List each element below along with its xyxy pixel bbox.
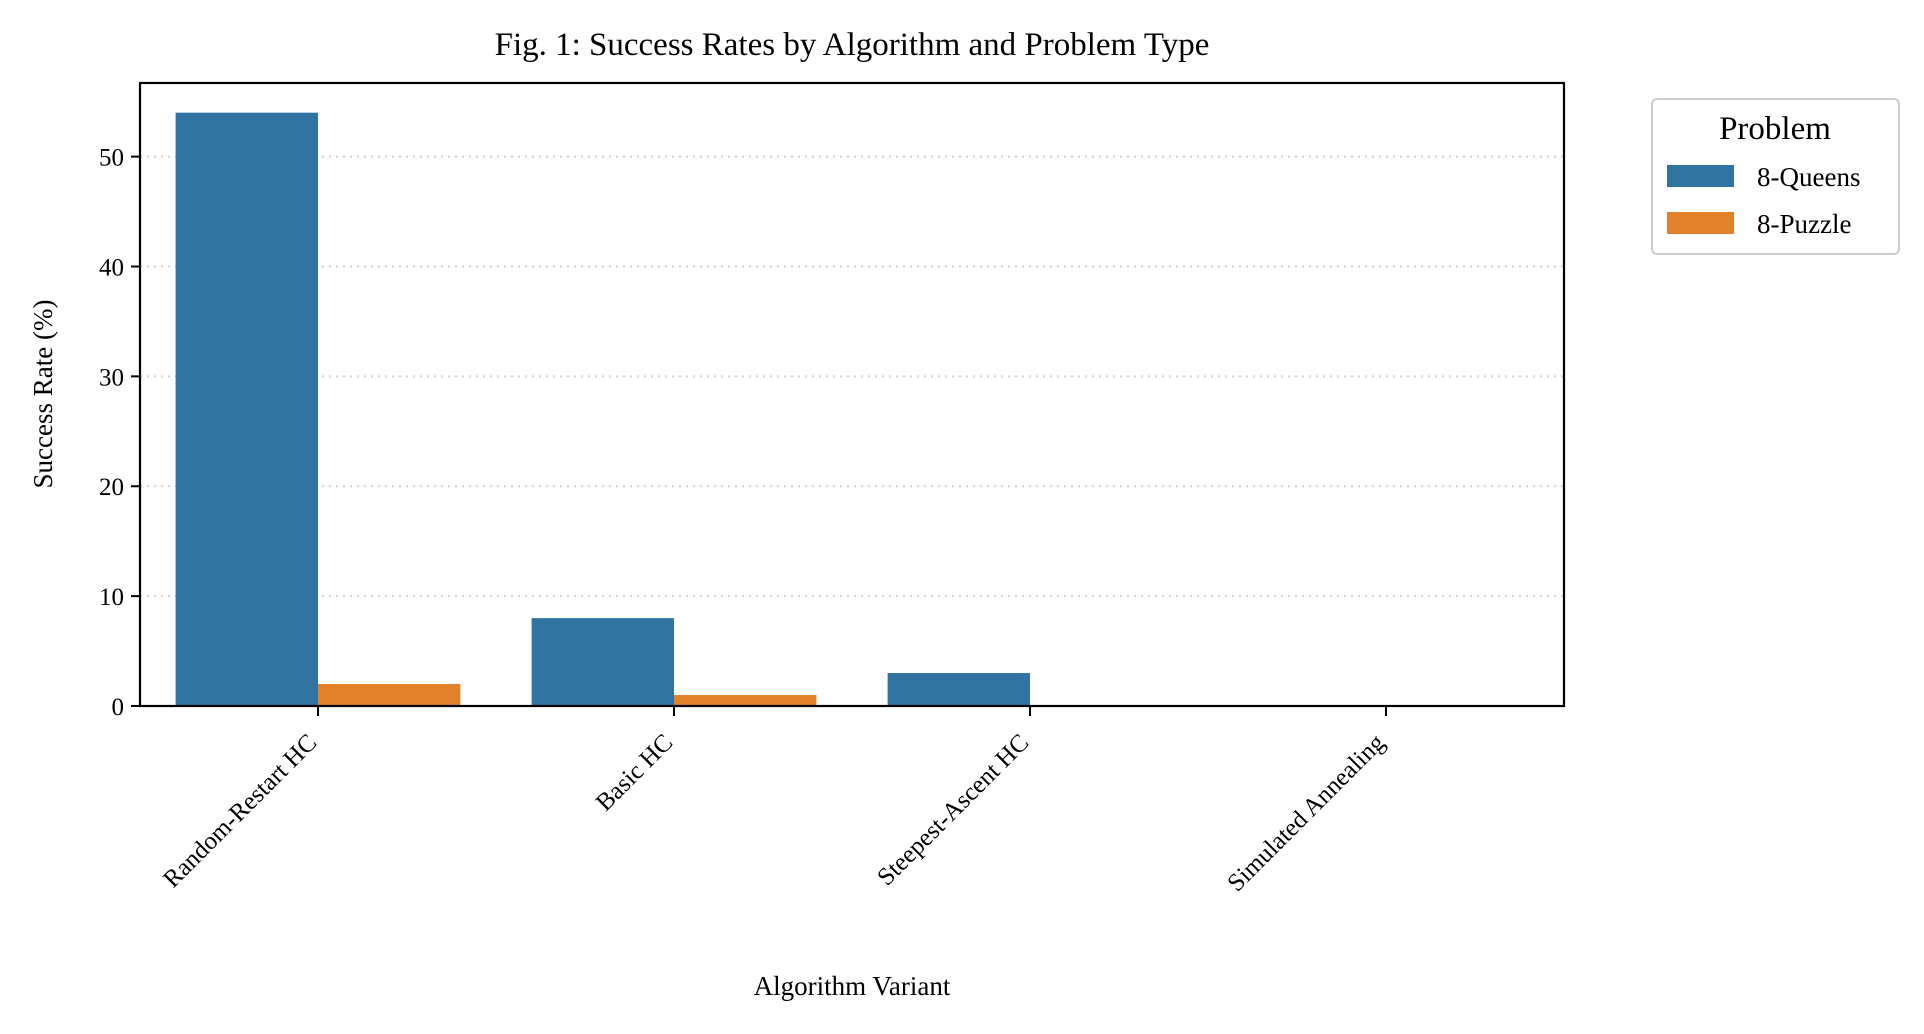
y-tick-label-40: 40 <box>99 254 124 281</box>
x-axis-title: Algorithm Variant <box>754 971 951 1001</box>
y-tick-label-20: 20 <box>99 474 124 501</box>
y-tick-label-10: 10 <box>99 584 124 611</box>
chart-title: Fig. 1: Success Rates by Algorithm and P… <box>495 27 1210 63</box>
y-tick-label-30: 30 <box>99 364 124 391</box>
plot-frame <box>138 81 1566 708</box>
bars <box>175 112 1030 706</box>
legend-label-8-queens: 8-Queens <box>1757 162 1860 192</box>
bar-8-queens-basic-hc <box>531 618 674 706</box>
y-axis: 0 10 20 30 40 50 <box>99 145 140 721</box>
y-axis-title: Success Rate (%) <box>28 300 58 489</box>
legend-swatch-8-puzzle <box>1667 212 1734 234</box>
bar-8-queens-random-restart-hc <box>175 112 318 706</box>
bar-8-puzzle-basic-hc <box>674 695 817 706</box>
legend-label-8-puzzle: 8-Puzzle <box>1757 209 1851 239</box>
legend: Problem 8-Queens 8-Puzzle <box>1651 98 1900 255</box>
bar-8-queens-steepest-ascent-hc <box>887 673 1030 706</box>
legend-title: Problem <box>1719 111 1831 147</box>
y-tick-label-50: 50 <box>99 145 124 172</box>
legend-swatch-8-queens <box>1667 165 1734 187</box>
bar-8-puzzle-random-restart-hc <box>318 684 461 706</box>
y-tick-label-0: 0 <box>112 694 125 721</box>
